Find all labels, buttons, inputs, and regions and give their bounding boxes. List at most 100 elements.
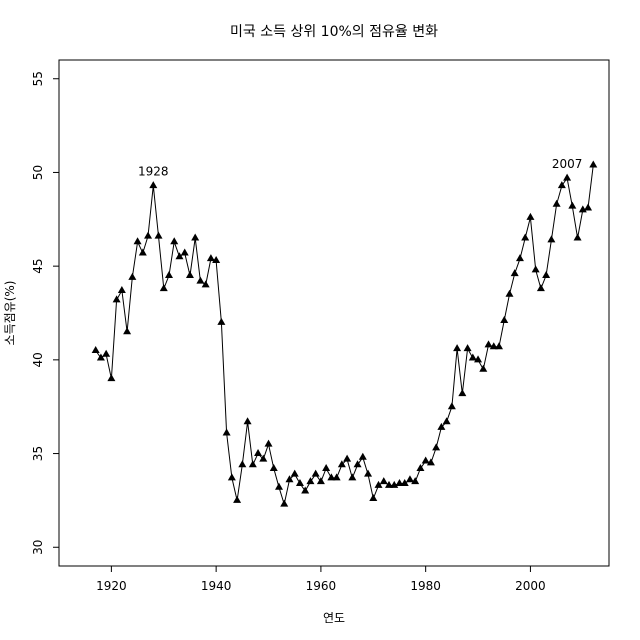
data-point xyxy=(369,494,378,502)
data-point xyxy=(332,473,341,481)
data-point xyxy=(149,181,158,189)
data-point xyxy=(306,477,315,485)
x-tick-label: 2000 xyxy=(515,579,546,593)
data-point xyxy=(447,402,456,410)
data-point xyxy=(510,269,519,277)
data-point xyxy=(348,473,357,481)
data-point xyxy=(584,203,593,211)
chart-title: 미국 소득 상위 10%의 점유율 변화 xyxy=(230,24,438,40)
data-point xyxy=(112,295,121,303)
data-point xyxy=(301,486,310,494)
data-point xyxy=(290,469,299,477)
data-point xyxy=(416,464,425,472)
y-axis-label: 소득점유(%) xyxy=(3,281,17,346)
x-tick-label: 1960 xyxy=(306,579,337,593)
data-point xyxy=(185,271,194,279)
data-point xyxy=(495,342,503,350)
data-point xyxy=(426,458,435,466)
x-tick-label: 1980 xyxy=(410,579,441,593)
data-point xyxy=(269,464,278,472)
series-layer xyxy=(91,160,598,507)
data-point xyxy=(353,460,362,468)
data-point xyxy=(322,464,331,472)
data-point xyxy=(175,252,184,260)
data-point xyxy=(159,284,168,292)
plot-frame xyxy=(58,59,610,567)
data-point xyxy=(170,237,179,245)
data-point xyxy=(432,443,441,451)
data-point xyxy=(552,199,561,207)
data-point xyxy=(128,272,137,280)
data-point xyxy=(526,212,535,220)
data-point xyxy=(500,315,509,323)
data-point xyxy=(206,254,215,262)
data-point xyxy=(400,479,409,487)
data-point xyxy=(275,482,283,490)
data-point xyxy=(144,231,153,239)
data-point xyxy=(557,181,566,189)
data-point xyxy=(238,460,247,468)
data-point xyxy=(568,201,577,209)
data-point xyxy=(458,389,467,397)
data-point xyxy=(343,454,352,462)
data-point xyxy=(212,256,221,264)
data-point xyxy=(165,271,173,279)
y-tick-label: 35 xyxy=(31,446,45,461)
y-tick-label: 55 xyxy=(31,71,45,86)
data-point xyxy=(563,173,572,181)
data-point xyxy=(395,479,404,487)
data-point xyxy=(154,231,163,239)
annotation-label: 2007 xyxy=(552,157,583,171)
annotation-layer: 1928 2007 xyxy=(138,157,582,178)
data-point xyxy=(474,355,483,363)
data-point xyxy=(364,469,373,477)
y-tick-label: 30 xyxy=(31,540,45,555)
data-point xyxy=(117,286,126,294)
data-point xyxy=(542,271,551,279)
data-point xyxy=(96,353,105,361)
data-point xyxy=(505,289,514,297)
data-point xyxy=(316,477,325,485)
y-tick-label: 45 xyxy=(31,259,45,274)
series-line xyxy=(95,164,594,507)
data-point xyxy=(295,479,304,487)
data-point xyxy=(337,460,346,468)
data-point xyxy=(254,449,263,457)
y-tick-label: 50 xyxy=(31,165,45,180)
data-point xyxy=(264,439,273,447)
data-point xyxy=(547,235,556,243)
y-tick-label: 40 xyxy=(31,352,45,367)
data-point xyxy=(311,469,320,477)
data-point xyxy=(259,454,268,462)
data-point xyxy=(463,344,472,352)
data-point xyxy=(479,364,488,372)
data-point xyxy=(133,237,142,245)
data-point xyxy=(217,317,226,325)
x-axis-label: 연도 xyxy=(323,611,345,625)
data-point xyxy=(531,265,540,273)
x-tick-label: 1940 xyxy=(201,579,232,593)
data-point xyxy=(442,417,451,425)
data-point xyxy=(437,422,446,430)
data-point xyxy=(201,280,210,288)
data-point xyxy=(180,248,189,256)
data-point xyxy=(521,233,530,241)
data-point xyxy=(107,374,116,382)
data-point xyxy=(515,254,524,262)
data-point xyxy=(91,345,100,353)
data-point xyxy=(280,499,289,507)
data-point xyxy=(123,327,132,335)
data-point xyxy=(222,428,231,436)
data-point xyxy=(578,205,587,213)
data-point xyxy=(327,473,336,481)
data-point xyxy=(138,248,147,256)
data-point xyxy=(484,340,493,348)
data-point xyxy=(285,475,294,483)
data-point xyxy=(379,477,388,485)
data-point xyxy=(385,480,393,488)
data-point xyxy=(227,473,236,481)
data-point xyxy=(573,233,582,241)
data-point xyxy=(248,460,257,468)
data-point xyxy=(411,477,420,485)
